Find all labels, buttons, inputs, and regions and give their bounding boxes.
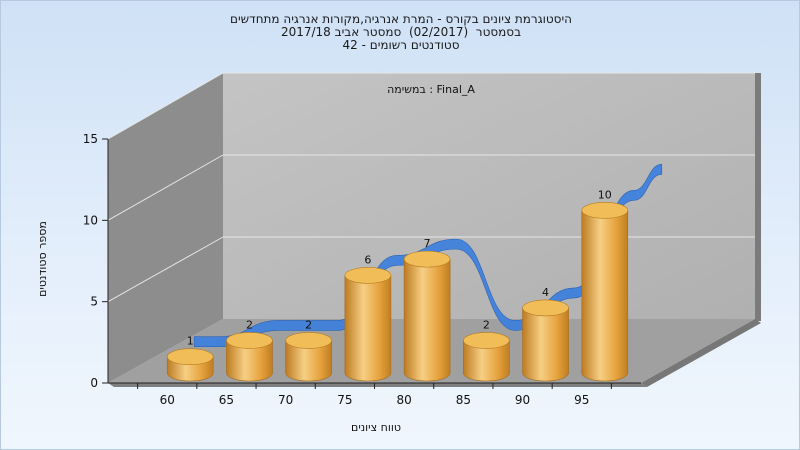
bar-top-65: [226, 332, 273, 349]
bar-90: [522, 299, 569, 382]
x-tick-label-80: 80: [396, 393, 411, 407]
x-tick-label-65: 65: [219, 393, 234, 407]
bar-60: [166, 348, 214, 382]
x-axis: 60 65 70 75 80 85 90 95: [108, 382, 641, 407]
x-tick-label-60: 60: [160, 393, 175, 407]
back-wall: [223, 73, 755, 319]
bar-body-95: [581, 210, 629, 382]
bar-top-60: [166, 348, 214, 366]
bar-70: [285, 332, 332, 382]
bar-top-80: [403, 250, 451, 268]
y-tick-label-3: 15: [83, 132, 98, 146]
bar-top-70: [285, 332, 332, 349]
bar-top-75: [344, 267, 392, 284]
y-axis-title: מספר סטודנטים: [36, 221, 49, 297]
gridline-left-3: [107, 72, 224, 140]
data-label-65: 2: [246, 318, 253, 331]
data-label-80: 7: [424, 237, 431, 250]
y-tick-label-0: 0: [90, 376, 98, 390]
bar-body-85: [463, 340, 510, 382]
chart-title-line-2: בסמסטר (02/2017) סמסטר אביב 2017/18: [280, 25, 522, 39]
left-wall: [108, 73, 223, 383]
bar-top-85: [463, 332, 510, 349]
data-label-85: 2: [483, 318, 490, 331]
x-tick-label-95: 95: [574, 393, 589, 407]
chart-title-line-1: היסטוגרמת ציונים בקורס - המרת אנרגיה,מקו…: [230, 12, 572, 26]
bar-body-70: [285, 340, 332, 382]
bar-body-75: [344, 275, 392, 382]
gridline-left-2: [107, 154, 224, 221]
bar-85: [463, 332, 510, 382]
floor-front-edge: [108, 383, 647, 387]
chart-title-line-3: סטודנטים רשומים - 42: [342, 38, 460, 52]
floor-right-edge: [641, 319, 761, 387]
data-label-75: 6: [364, 253, 371, 266]
grid-lines: [107, 72, 755, 303]
data-label-95: 10: [598, 188, 612, 201]
data-label-60: 1: [187, 335, 194, 348]
x-tick-label-75: 75: [337, 393, 352, 407]
y-tick-label-1: 5: [90, 295, 98, 309]
x-axis-title: טווח ציונים: [351, 421, 401, 434]
bar-body-80: [403, 258, 451, 382]
data-labels: 1 2 2 6 7 2 4 10: [187, 188, 612, 347]
data-label-90: 4: [542, 286, 549, 299]
gridline-left-1: [107, 236, 224, 303]
y-tick-label-2: 10: [83, 213, 98, 227]
x-tick-label-70: 70: [278, 393, 293, 407]
bar-body-65: [226, 340, 273, 382]
bar-body-90: [522, 307, 569, 382]
bar-65: [226, 332, 273, 382]
series-caption: במשימה : Final_A: [387, 83, 475, 96]
x-tick-label-90: 90: [515, 393, 530, 407]
bar-top-95: [581, 202, 629, 219]
bar-95: [581, 202, 629, 382]
bar-75: [344, 267, 392, 382]
bar-top-90: [522, 299, 569, 317]
bar-80: [403, 250, 451, 382]
x-tick-label-85: 85: [456, 393, 471, 407]
bars: [166, 202, 629, 382]
data-label-70: 2: [305, 318, 312, 331]
y-axis: 0 5 10 15: [83, 132, 109, 390]
